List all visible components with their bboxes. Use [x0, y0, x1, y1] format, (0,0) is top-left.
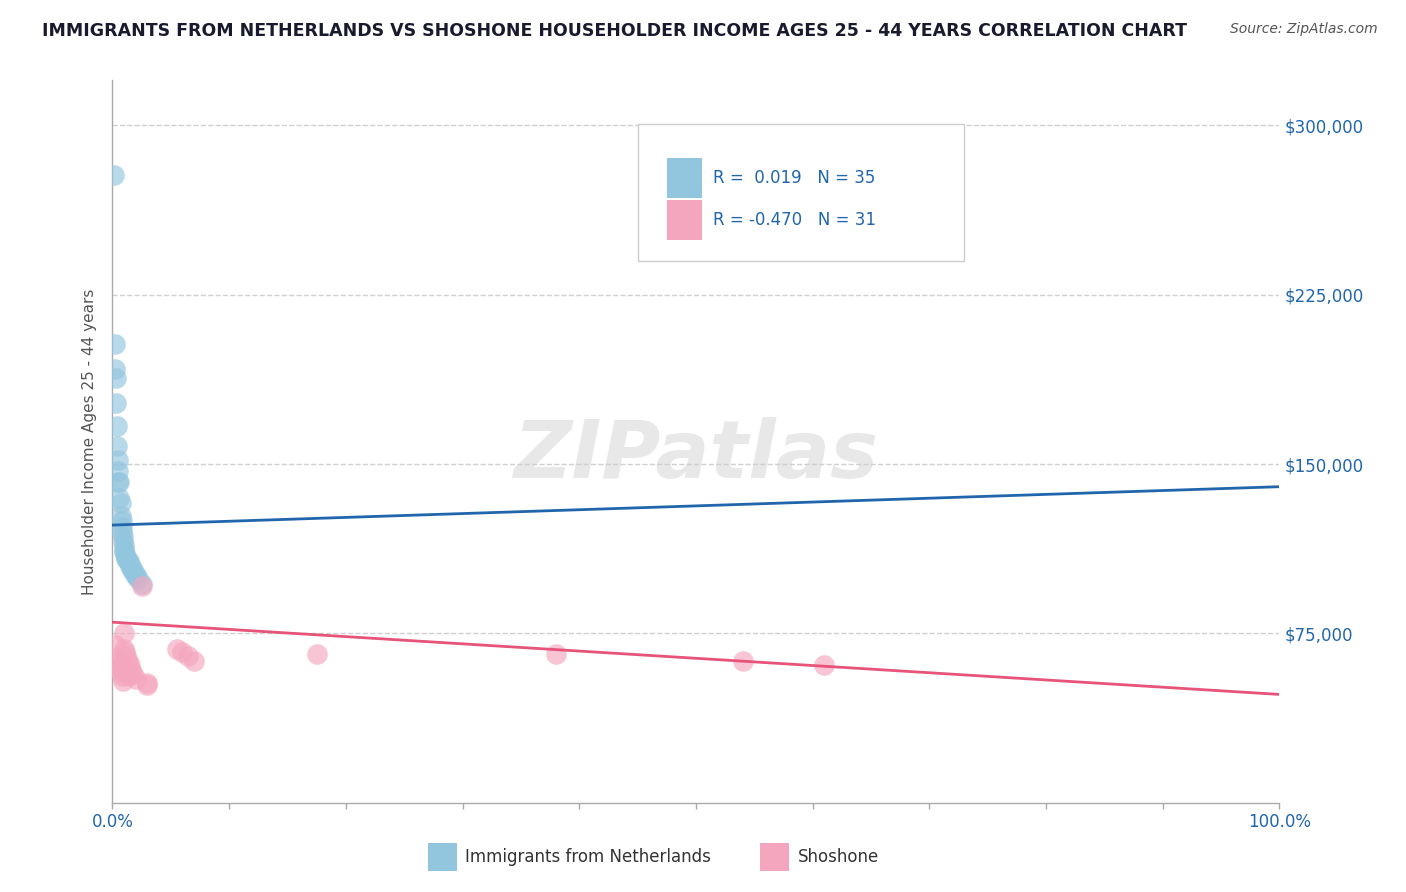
Point	[111, 514, 134, 528]
Point	[107, 464, 129, 478]
Point	[115, 648, 138, 663]
Point	[172, 644, 194, 658]
Point	[131, 579, 153, 593]
Point	[117, 654, 139, 668]
Point	[112, 626, 135, 640]
FancyBboxPatch shape	[638, 124, 965, 260]
Text: Shoshone: Shoshone	[797, 848, 879, 866]
Point	[112, 542, 135, 557]
FancyBboxPatch shape	[666, 158, 702, 198]
Text: IMMIGRANTS FROM NETHERLANDS VS SHOSHONE HOUSEHOLDER INCOME AGES 25 - 44 YEARS CO: IMMIGRANTS FROM NETHERLANDS VS SHOSHONE …	[42, 22, 1187, 40]
Point	[115, 552, 138, 566]
Point	[105, 439, 128, 453]
Point	[107, 452, 129, 467]
Point	[104, 337, 127, 351]
Point	[104, 362, 127, 376]
Point	[108, 660, 131, 674]
FancyBboxPatch shape	[761, 843, 789, 871]
Point	[125, 672, 148, 686]
Point	[107, 656, 129, 670]
Point	[111, 533, 134, 548]
Point	[183, 654, 205, 668]
Point	[118, 658, 141, 673]
Text: ZIPatlas: ZIPatlas	[513, 417, 879, 495]
Point	[120, 558, 142, 573]
Point	[110, 665, 132, 679]
Point	[114, 548, 136, 562]
Point	[131, 576, 153, 591]
Point	[111, 524, 134, 539]
Point	[121, 563, 143, 577]
Point	[104, 396, 127, 410]
Text: Immigrants from Netherlands: Immigrants from Netherlands	[465, 848, 711, 866]
Point	[136, 678, 159, 692]
Point	[111, 673, 134, 688]
Point	[104, 638, 127, 652]
Point	[122, 667, 145, 681]
Point	[117, 667, 139, 681]
Point	[125, 567, 148, 582]
Point	[305, 647, 328, 661]
Point	[118, 558, 141, 573]
Point	[107, 475, 129, 490]
Point	[114, 644, 136, 658]
Point	[112, 642, 135, 657]
Point	[104, 651, 127, 665]
Point	[110, 658, 132, 673]
Point	[117, 554, 139, 568]
Point	[122, 563, 145, 577]
Text: R =  0.019   N = 35: R = 0.019 N = 35	[713, 169, 876, 187]
Point	[111, 529, 134, 543]
Point	[544, 647, 567, 661]
Point	[112, 545, 135, 559]
Point	[813, 658, 835, 673]
Point	[115, 549, 138, 564]
Point	[731, 654, 754, 668]
Text: R = -0.470   N = 31: R = -0.470 N = 31	[713, 211, 876, 229]
Point	[118, 669, 141, 683]
Point	[103, 168, 125, 182]
Point	[111, 669, 134, 683]
Point	[127, 572, 149, 586]
Point	[110, 509, 132, 524]
Point	[104, 371, 127, 385]
Text: Source: ZipAtlas.com: Source: ZipAtlas.com	[1230, 22, 1378, 37]
Point	[124, 567, 146, 582]
Point	[111, 663, 134, 677]
Point	[166, 642, 188, 657]
Point	[118, 554, 141, 568]
FancyBboxPatch shape	[427, 843, 457, 871]
Point	[111, 520, 134, 534]
Point	[108, 491, 131, 505]
Y-axis label: Householder Income Ages 25 - 44 years: Householder Income Ages 25 - 44 years	[82, 288, 97, 595]
Point	[110, 495, 132, 509]
Point	[105, 418, 128, 433]
Point	[112, 538, 135, 552]
Point	[120, 663, 142, 677]
Point	[108, 475, 131, 490]
Point	[177, 648, 200, 663]
FancyBboxPatch shape	[666, 200, 702, 240]
Point	[136, 676, 159, 690]
